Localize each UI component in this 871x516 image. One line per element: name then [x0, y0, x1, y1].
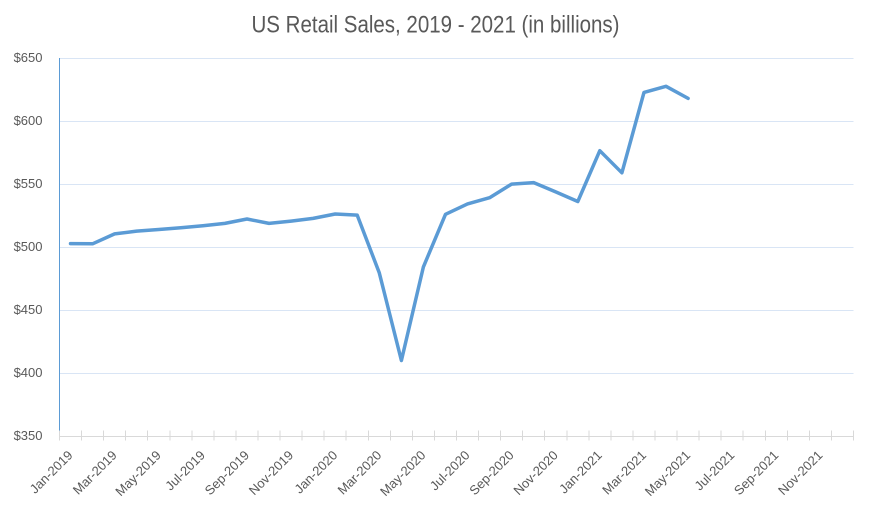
- svg-text:US Retail Sales, 2019 - 2021 (: US Retail Sales, 2019 - 2021 (in billion…: [252, 12, 620, 39]
- svg-text:$350: $350: [14, 428, 43, 443]
- svg-text:$400: $400: [14, 365, 43, 380]
- svg-text:$550: $550: [14, 176, 43, 191]
- svg-text:$650: $650: [14, 50, 43, 65]
- svg-text:$600: $600: [14, 113, 43, 128]
- svg-text:$500: $500: [14, 239, 43, 254]
- svg-text:$450: $450: [14, 302, 43, 317]
